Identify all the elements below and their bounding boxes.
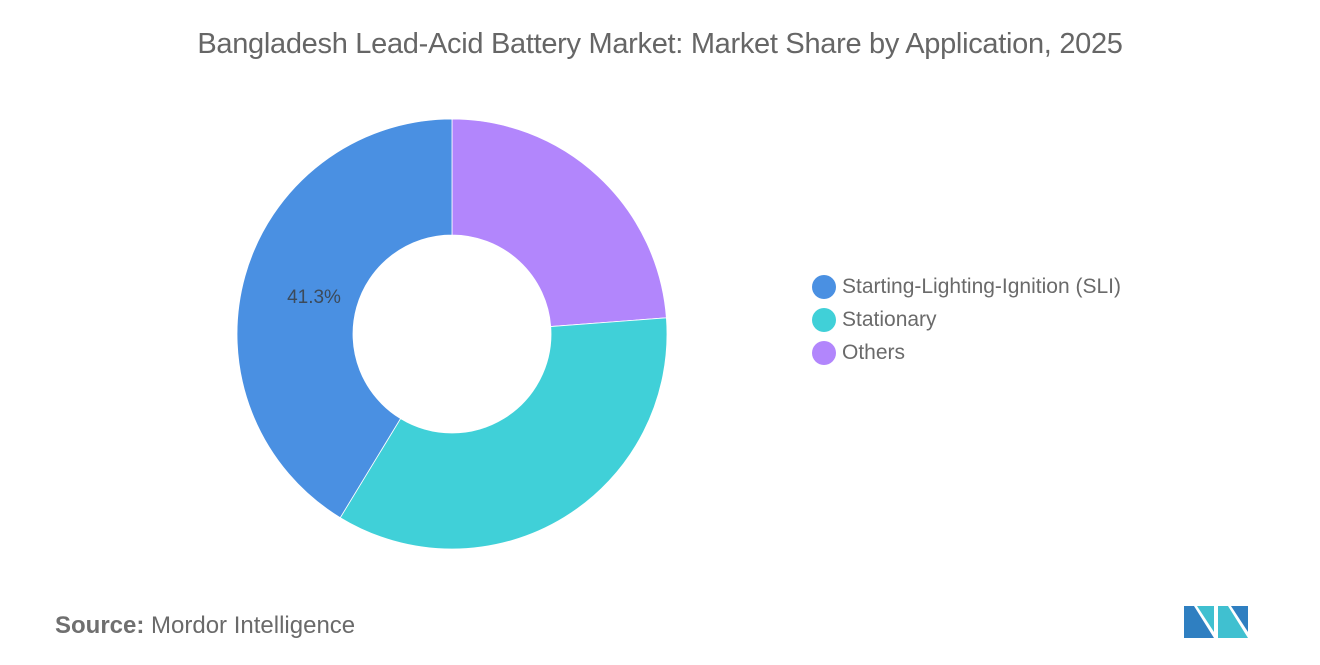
legend-swatch-stationary-icon: [812, 307, 836, 332]
mordor-intelligence-logo-icon: [1184, 606, 1248, 638]
source-line: Source: Mordor Intelligence: [55, 612, 355, 640]
source-label: Source:: [55, 612, 145, 639]
source-value: Mordor Intelligence: [151, 612, 356, 639]
legend-label: Stationary: [842, 307, 937, 331]
slice-stationary[interactable]: [339, 317, 668, 550]
slice-label-sli: 41.3%: [287, 287, 341, 308]
legend-swatch-sli-icon: [812, 274, 836, 299]
slice-sli[interactable]: [236, 118, 453, 519]
chart-title: Bangladesh Lead-Acid Battery Market: Mar…: [197, 28, 1123, 60]
legend-item-sli[interactable]: Starting-Lighting-Ignition (SLI): [812, 270, 1121, 303]
slice-others[interactable]: [451, 118, 667, 327]
legend-label: Others: [842, 340, 906, 364]
legend-swatch-others-icon: [812, 340, 836, 365]
legend-item-stationary[interactable]: Stationary: [812, 303, 1121, 336]
legend: Starting-Lighting-Ignition (SLI) Station…: [812, 270, 1121, 369]
legend-label: Starting-Lighting-Ignition (SLI): [842, 274, 1121, 298]
legend-item-others[interactable]: Others: [812, 336, 1121, 369]
